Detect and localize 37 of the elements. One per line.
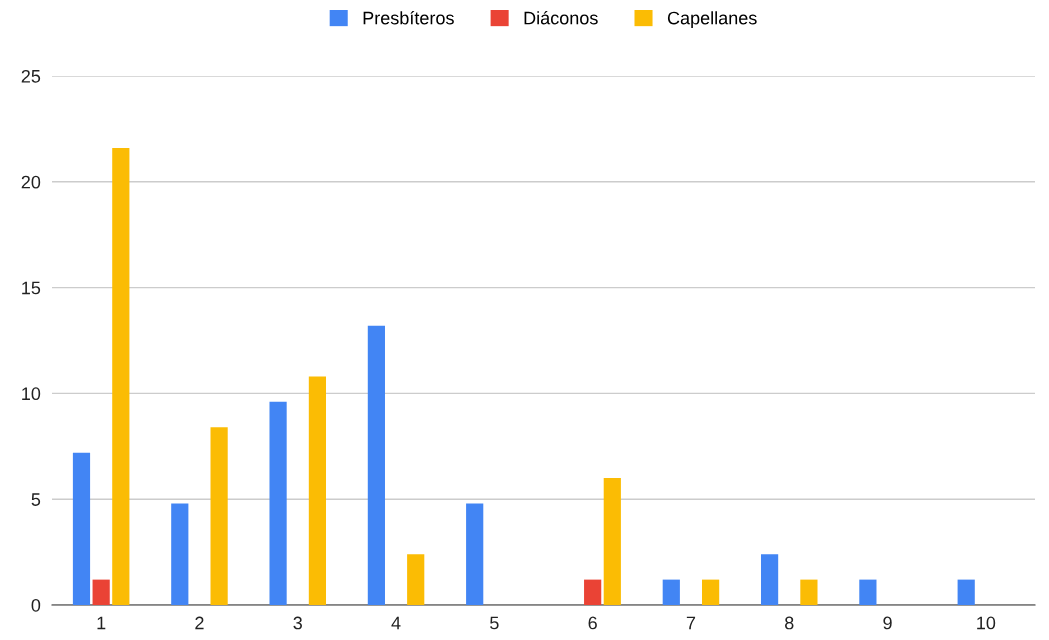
bar [171,503,189,605]
legend-label: Diáconos [524,10,598,25]
legend-label: Presbíteros [363,10,454,25]
x-tick-label: 4 [391,616,401,630]
bar [800,579,818,605]
y-tick-label: 20 [21,175,41,189]
x-tick-label: 9 [883,616,892,630]
x-tick-label: 3 [293,616,302,630]
legend-label: Capellanes [667,11,757,29]
bar [308,376,327,605]
x-tick-label: 7 [686,616,696,630]
bar [702,579,720,605]
x-tick-label: 2 [195,616,204,630]
y-tick-label: 25 [21,69,41,83]
x-tick-label: 6 [588,616,597,630]
y-tick-label: 5 [31,493,41,506]
bar [269,401,287,605]
bar [603,478,621,605]
x-tick-label: 5 [490,616,499,630]
bar [957,579,975,605]
bar [112,147,130,605]
bar [92,579,110,605]
bar [662,579,680,605]
y-tick-label: 0 [31,598,41,612]
bar [72,452,91,605]
x-tick-label: 10 [977,616,996,630]
bar [466,503,484,605]
y-tick-label: 10 [22,387,41,401]
bar [584,579,602,605]
bar [210,427,228,605]
bar [760,554,779,605]
x-tick-label: 8 [785,616,794,630]
bar [859,579,877,605]
bar [367,325,385,605]
bar [407,554,425,605]
x-tick-label: 1 [97,616,106,630]
y-tick-label: 15 [22,281,41,295]
